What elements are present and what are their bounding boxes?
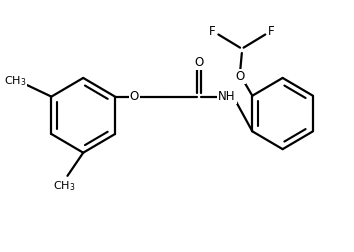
Text: CH$_3$: CH$_3$	[4, 74, 27, 88]
Text: F: F	[209, 25, 216, 38]
Text: O: O	[235, 70, 245, 83]
Text: CH$_3$: CH$_3$	[53, 179, 75, 193]
Text: O: O	[194, 56, 204, 69]
Text: F: F	[268, 25, 275, 38]
Text: O: O	[130, 90, 139, 103]
Text: NH: NH	[218, 90, 236, 103]
